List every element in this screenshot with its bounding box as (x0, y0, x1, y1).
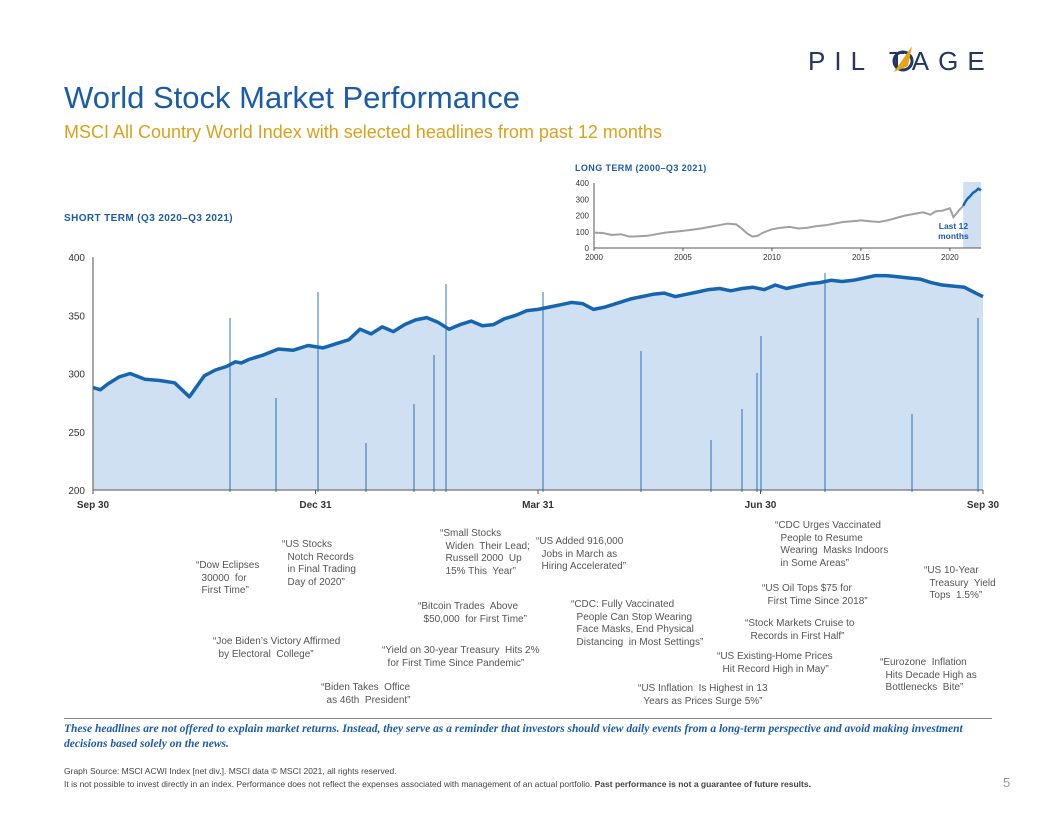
performance-note-text: It is not possible to invest directly in… (64, 779, 593, 789)
page-number: 5 (1003, 775, 1011, 790)
headline-text: “US Added 916,000 Jobs in March as Hirin… (536, 536, 627, 572)
x-tick-label: Sep 30 (77, 500, 110, 511)
long-x-tick-label: 2020 (941, 253, 959, 262)
pilotage-logo: PIL TAGE (808, 46, 994, 76)
y-tick-label: 350 (68, 311, 85, 322)
short-term-chart-title: SHORT TERM (Q3 2020–Q3 2021) (64, 213, 234, 224)
performance-note-bold: Past performance is not a guarantee of f… (594, 779, 811, 789)
y-tick-label: 300 (68, 370, 85, 381)
headline-text: “Eurozone Inflation Hits Decade High as … (880, 657, 977, 693)
headline-text: “Bitcoin Trades Above $50,000 for First … (418, 601, 527, 625)
long-y-tick-label: 300 (576, 195, 590, 204)
headline-text: “US 10-Year Treasury Yield Tops 1.5%” (924, 565, 996, 601)
graph-source: Graph Source: MSCI ACWI Index [net div.]… (64, 766, 397, 776)
long-x-tick-label: 2010 (763, 253, 781, 262)
last-12-months-label: months (938, 231, 969, 241)
long-x-tick-label: 2015 (852, 253, 870, 262)
page-subtitle: MSCI All Country World Index with select… (64, 122, 662, 142)
long-x-tick-label: 2005 (674, 253, 692, 262)
headline-text: “Yield on 30-year Treasury Hits 2% for F… (382, 645, 540, 669)
long-x-tick-label: 2000 (585, 253, 603, 262)
long-term-recent-line (962, 187, 982, 207)
x-tick-label: Dec 31 (299, 500, 332, 511)
long-term-history-line (593, 205, 964, 238)
long-y-tick-label: 0 (585, 244, 590, 253)
headline-text: “Joe Biden’s Victory Affirmed by Elector… (213, 636, 341, 660)
headline-text: “US Stocks Notch Records in Final Tradin… (282, 539, 356, 588)
long-y-tick-label: 100 (576, 228, 590, 237)
headline-text: “US Existing-Home Prices Hit Record High… (717, 651, 833, 675)
x-tick-label: Jun 30 (745, 500, 777, 511)
short-term-line (92, 273, 984, 399)
headline-text: “CDC Urges Vaccinated People to Resume W… (775, 520, 889, 569)
performance-note: It is not possible to invest directly in… (64, 779, 811, 789)
long-y-tick-label: 400 (576, 179, 590, 188)
y-tick-label: 250 (68, 428, 85, 439)
short-term-chart: 200 250 300 350 400 Sep 30 Dec 31 Mar 31 Jun 30 S… (68, 253, 1000, 511)
y-tick-label: 400 (68, 253, 85, 264)
long-term-chart: 0 100 200 300 400 2000 2005 2010 2015 2020 Last 12… (576, 179, 982, 262)
logo-sail-icon (892, 46, 914, 72)
headline-text: “Small Stocks Widen Their Lead; Russell … (440, 528, 530, 577)
headline-text: “US Oil Tops $75 for First Time Since 20… (762, 583, 868, 607)
y-tick-label: 200 (68, 486, 85, 497)
long-y-tick-label: 200 (576, 212, 590, 221)
headline-text: “Stock Markets Cruise to Records in Firs… (745, 618, 855, 642)
short-term-area (93, 275, 983, 490)
headline-text: “US Inflation Is Highest in 13 Years as … (638, 683, 768, 707)
footer-divider (64, 718, 992, 719)
last-12-months-label: Last 12 (939, 221, 969, 231)
disclaimer-text: These headlines are not offered to expla… (64, 723, 963, 750)
headline-text: “Dow Eclipses 30000 for First Time” (196, 560, 260, 596)
x-tick-label: Mar 31 (522, 500, 554, 511)
page-title: World Stock Market Performance (64, 80, 520, 115)
long-term-chart-title: LONG TERM (2000–Q3 2021) (575, 163, 707, 173)
headline-text: “CDC: Fully Vaccinated People Can Stop W… (571, 599, 704, 648)
headline-text: “Biden Takes Office as 46th President” (321, 682, 411, 706)
x-tick-label: Sep 30 (967, 500, 1000, 511)
